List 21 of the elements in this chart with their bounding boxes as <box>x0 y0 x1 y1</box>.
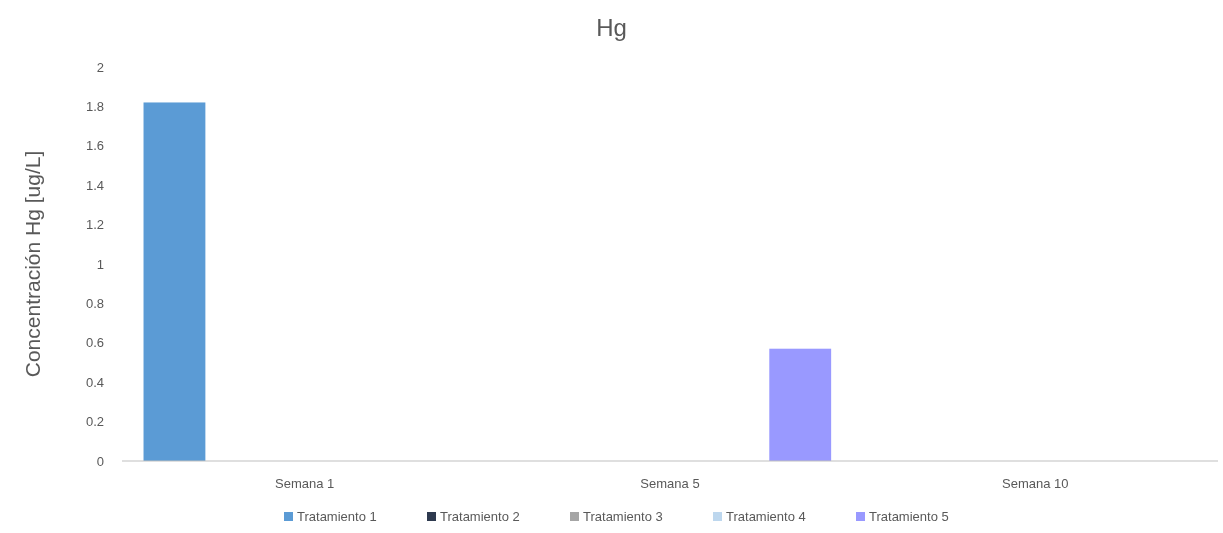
x-tick-label: Semana 5 <box>640 476 700 491</box>
x-tick-label: Semana 1 <box>275 476 335 491</box>
y-tick-label: 1.4 <box>85 177 104 193</box>
chart-title: Hg <box>596 14 627 41</box>
y-tick-label: 1.6 <box>85 138 104 154</box>
x-tick-label: Semana 10 <box>1002 476 1069 491</box>
y-tick-label: 1 <box>96 256 104 272</box>
y-tick-label: 0.4 <box>85 374 104 390</box>
y-tick-label: 0 <box>96 453 104 469</box>
y-tick-label: 2 <box>96 59 104 75</box>
y-tick-label: 0.8 <box>85 295 104 311</box>
legend-label: Tratamiento 2 <box>440 509 520 524</box>
y-tick-label: 0.6 <box>85 335 104 351</box>
legend-label: Tratamiento 1 <box>297 509 377 524</box>
y-axis-title: Concentración Hg [ug/L] <box>21 150 44 378</box>
y-tick-label: 1.8 <box>85 98 104 114</box>
y-tick-label: 1.2 <box>85 217 104 233</box>
y-tick-label: 0.2 <box>85 414 104 430</box>
legend-label: Tratamiento 5 <box>869 509 949 524</box>
legend-label: Tratamiento 3 <box>583 509 663 524</box>
legend-label: Tratamiento 4 <box>726 509 806 524</box>
